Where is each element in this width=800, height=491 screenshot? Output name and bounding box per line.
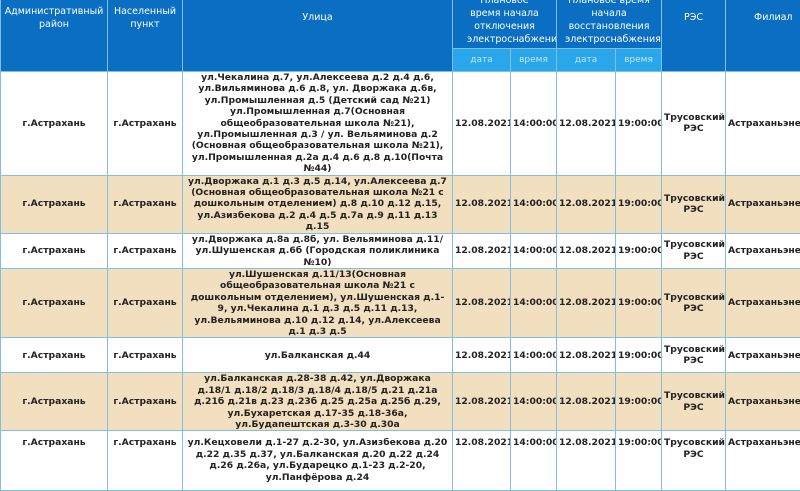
on-date-cell: 12.08.2021 <box>557 175 616 233</box>
settlement-cell: г.Астрахань <box>108 175 183 233</box>
on-date-cell: 12.08.2021 <box>557 72 616 176</box>
res-cell: Трусовский РЭС <box>662 233 726 268</box>
branch-cell: Астраханьэнерго <box>726 338 800 373</box>
street-cell: ул.Шушенская д.11/13(Основная общеобразо… <box>183 268 453 337</box>
res-cell: Трусовский РЭС <box>662 268 726 337</box>
on-time-cell: 19:00:00 <box>616 72 662 176</box>
res-cell: Трусовский РЭС <box>662 373 726 431</box>
off-time-cell: 14:00:00 <box>511 431 557 491</box>
on-date-cell: 12.08.2021 <box>557 373 616 431</box>
res-cell: Трусовский РЭС <box>662 72 726 176</box>
off-date-cell: 12.08.2021 <box>453 233 511 268</box>
res-cell: Трусовский РЭС <box>662 175 726 233</box>
res-cell: Трусовский РЭС <box>662 431 726 491</box>
header-branch: Филиал <box>726 0 800 72</box>
branch-cell: Астраханьэнерго <box>726 175 800 233</box>
header-settlement: Населенный пункт <box>108 0 183 72</box>
district-cell: г.Астрахань <box>1 72 108 176</box>
on-date-cell: 12.08.2021 <box>557 338 616 373</box>
branch-cell: Астраханьэнерго <box>726 72 800 176</box>
on-time-cell: 19:00:00 <box>616 338 662 373</box>
header-off-clock: время <box>511 49 557 72</box>
table-row: г.Астрахань г.Астрахань ул.Балканская д.… <box>1 373 800 431</box>
street-cell: ул.Дворжака д.1 д.3 д.5 д.14, ул.Алексее… <box>183 175 453 233</box>
branch-cell: Астраханьэнерго <box>726 268 800 337</box>
off-time-cell: 14:00:00 <box>511 175 557 233</box>
settlement-cell: г.Астрахань <box>108 72 183 176</box>
table-row: г.Астрахань г.Астрахань ул.Чекалина д.7,… <box>1 72 800 176</box>
district-cell: г.Астрахань <box>1 431 108 491</box>
street-cell: ул.Чекалина д.7, ул.Алексеева д.2 д.4 д.… <box>183 72 453 176</box>
on-time-cell: 19:00:00 <box>616 175 662 233</box>
on-date-cell: 12.08.2021 <box>557 268 616 337</box>
district-cell: г.Астрахань <box>1 373 108 431</box>
settlement-cell: г.Астрахань <box>108 431 183 491</box>
street-cell: ул.Дворжака д.8а д.8б, ул. Вельяминова д… <box>183 233 453 268</box>
street-cell: ул.Балканская д.28-38 д.42, ул.Дворжака … <box>183 373 453 431</box>
off-time-cell: 14:00:00 <box>511 72 557 176</box>
on-date-cell: 12.08.2021 <box>557 431 616 491</box>
on-time-cell: 19:00:00 <box>616 431 662 491</box>
street-cell: ул.Кецховели д.1-27 д.2-30, ул.Азизбеков… <box>183 431 453 491</box>
settlement-cell: г.Астрахань <box>108 268 183 337</box>
district-cell: г.Астрахань <box>1 338 108 373</box>
table-row: г.Астрахань г.Астрахань ул.Дворжака д.1 … <box>1 175 800 233</box>
off-time-cell: 14:00:00 <box>511 233 557 268</box>
off-date-cell: 12.08.2021 <box>453 72 511 176</box>
district-cell: г.Астрахань <box>1 233 108 268</box>
off-date-cell: 12.08.2021 <box>453 373 511 431</box>
district-cell: г.Астрахань <box>1 175 108 233</box>
header-restore-time: Плановое время начала восстановления эле… <box>557 0 662 49</box>
header-on-date: дата <box>557 49 616 72</box>
header-res: РЭС <box>662 0 726 72</box>
off-date-cell: 12.08.2021 <box>453 175 511 233</box>
street-cell: ул.Балканская д.44 <box>183 338 453 373</box>
off-date-cell: 12.08.2021 <box>453 268 511 337</box>
on-time-cell: 19:00:00 <box>616 233 662 268</box>
off-time-cell: 14:00:00 <box>511 338 557 373</box>
branch-cell: Астраханьэнерго <box>726 431 800 491</box>
header-admin-district: Административный район <box>1 0 108 72</box>
table-row: г.Астрахань г.Астрахань ул.Кецховели д.1… <box>1 431 800 491</box>
settlement-cell: г.Астрахань <box>108 373 183 431</box>
table-row: г.Астрахань г.Астрахань ул.Дворжака д.8а… <box>1 233 800 268</box>
header-on-clock: время <box>616 49 662 72</box>
header-off-time: Плановое время начала отключения электро… <box>453 0 557 49</box>
table-row: г.Астрахань г.Астрахань ул.Шушенская д.1… <box>1 268 800 337</box>
res-cell: Трусовский РЭС <box>662 338 726 373</box>
branch-cell: Астраханьэнерго <box>726 373 800 431</box>
off-date-cell: 12.08.2021 <box>453 431 511 491</box>
on-time-cell: 19:00:00 <box>616 373 662 431</box>
table-row: г.Астрахань г.Астрахань ул.Балканская д.… <box>1 338 800 373</box>
on-date-cell: 12.08.2021 <box>557 233 616 268</box>
header-street: Улица <box>183 0 453 72</box>
settlement-cell: г.Астрахань <box>108 338 183 373</box>
district-cell: г.Астрахань <box>1 268 108 337</box>
on-time-cell: 19:00:00 <box>616 268 662 337</box>
off-date-cell: 12.08.2021 <box>453 338 511 373</box>
settlement-cell: г.Астрахань <box>108 233 183 268</box>
header-off-date: дата <box>453 49 511 72</box>
branch-cell: Астраханьэнерго <box>726 233 800 268</box>
off-time-cell: 14:00:00 <box>511 373 557 431</box>
off-time-cell: 14:00:00 <box>511 268 557 337</box>
